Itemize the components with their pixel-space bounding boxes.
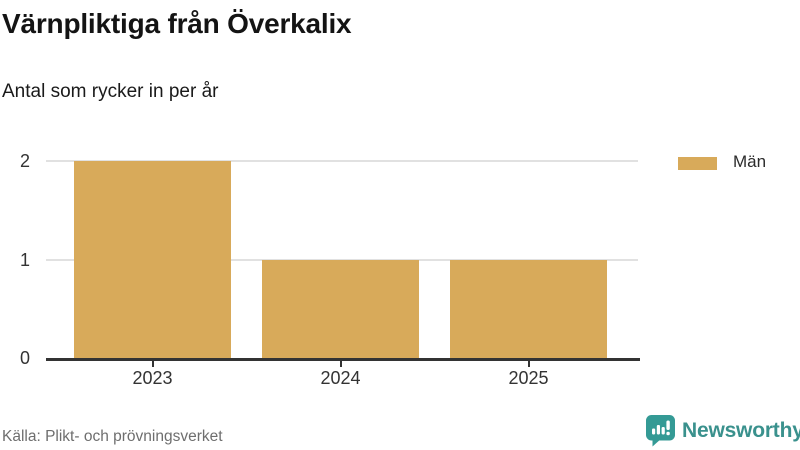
legend-label-men: Män — [733, 152, 767, 171]
bar-2023 — [74, 161, 231, 358]
y-tick-label-2: 2 — [19, 151, 30, 171]
y-tick-label-1: 1 — [19, 249, 30, 270]
x-tick-2025 — [527, 361, 530, 367]
gridline-2 — [46, 160, 638, 162]
newsworthy-bubble-chart-icon — [646, 415, 675, 447]
source-caption: Källa: Plikt- och prövningsverket — [2, 428, 223, 445]
legend: Män — [678, 152, 766, 172]
x-tick-2023 — [151, 361, 154, 367]
legend-swatch-men — [678, 156, 717, 170]
chart-title: Värnpliktiga från Överkalix — [2, 8, 352, 39]
x-axis-line — [46, 358, 640, 361]
bar-2024 — [262, 259, 419, 358]
x-tick-label-2024: 2024 — [320, 368, 361, 388]
y-tick-label-0: 0 — [19, 348, 30, 368]
x-tick-label-2025: 2025 — [508, 368, 549, 388]
newsworthy-wordmark: Newsworthy — [682, 418, 800, 442]
x-tick-2024 — [339, 361, 342, 367]
newsworthy-logo: Newsworthy — [645, 414, 800, 447]
x-tick-label-2023: 2023 — [132, 368, 173, 388]
chart-subtitle: Antal som rycker in per år — [2, 81, 219, 102]
bar-2025 — [450, 259, 607, 358]
